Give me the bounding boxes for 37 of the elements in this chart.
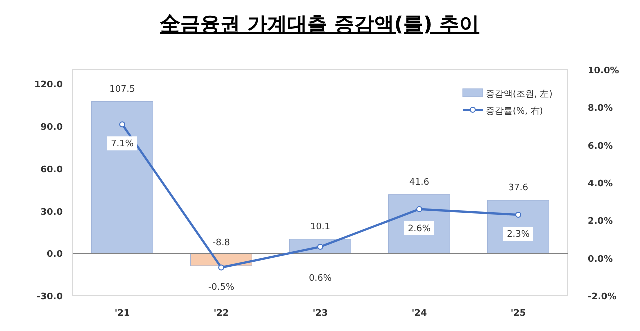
data-label: 0.6% [309, 274, 332, 284]
data-label: 2.6% [408, 224, 432, 234]
data-label: 10.1 [310, 222, 331, 232]
y-tick-label: 90.0 [40, 123, 63, 133]
legend-label: 증감률(%, 右) [486, 106, 544, 117]
y2-tick-label: 10.0% [588, 66, 620, 76]
data-label: 107.5 [110, 84, 136, 95]
point [218, 264, 224, 271]
data-label: 7.1% [111, 140, 134, 150]
y2-tick-label: -2.0% [588, 292, 617, 302]
legend-label: 증감액(조원, 左) [486, 89, 553, 100]
x-tick-label: '24 [412, 309, 428, 319]
data-label: 41.6 [409, 178, 430, 188]
x-tick-label: '22 [214, 309, 230, 319]
y2-tick-label: 8.0% [588, 104, 613, 114]
data-label: -8.8 [212, 238, 231, 249]
chart-title: 全금융권 가계대출 증감액(률) 추이 [159, 12, 480, 36]
y2-tick-label: 4.0% [588, 180, 613, 190]
data-label: -0.5% [208, 282, 235, 293]
point [516, 212, 522, 218]
x-tick-label: '23 [312, 309, 328, 319]
data-label: 2.3% [507, 230, 530, 240]
bar [92, 101, 154, 254]
point [416, 206, 422, 212]
y-tick-label: 120.0 [34, 80, 63, 91]
x-tick-label: '25 [510, 309, 526, 319]
y-tick-label: 0.0 [47, 250, 63, 260]
y-tick-label: 60.0 [40, 165, 63, 176]
x-tick-label: '21 [114, 309, 130, 319]
data-label: 37.6 [508, 184, 529, 194]
point [318, 244, 324, 250]
y2-tick-label: 2.0% [588, 217, 613, 228]
y2-tick-label: 6.0% [588, 142, 613, 152]
y-tick-label: -30.0 [37, 292, 63, 302]
point [120, 122, 126, 128]
y-tick-label: 30.0 [40, 208, 63, 218]
y2-tick-label: 0.0% [588, 254, 613, 265]
